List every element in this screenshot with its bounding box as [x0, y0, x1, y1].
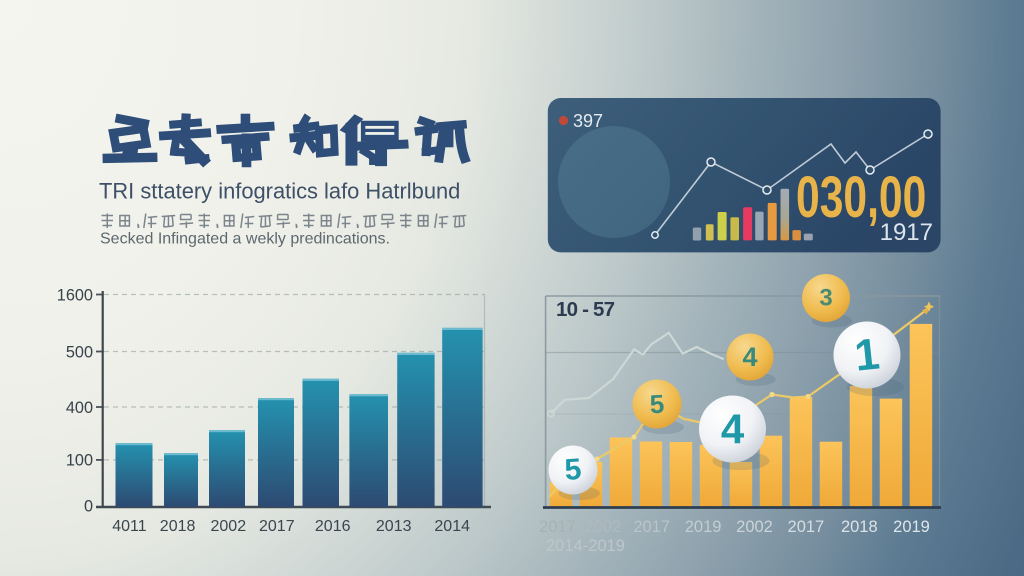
- svg-text:5: 5: [649, 389, 665, 420]
- svg-text:2016: 2016: [315, 518, 351, 535]
- svg-text:1917: 1917: [880, 219, 933, 246]
- svg-text:400: 400: [66, 399, 93, 417]
- svg-text:1600: 1600: [57, 286, 93, 304]
- svg-text:4: 4: [742, 342, 757, 372]
- svg-text:0: 0: [84, 497, 93, 515]
- svg-text:2002: 2002: [736, 518, 773, 536]
- svg-text:TRI sttatery infogratics lafo: TRI sttatery infogratics lafo Hatrlbund: [99, 179, 460, 204]
- svg-text:397: 397: [573, 111, 603, 131]
- svg-text:2014-2019: 2014-2019: [546, 537, 625, 555]
- svg-text:2014: 2014: [434, 518, 470, 535]
- svg-text:2019: 2019: [893, 518, 930, 536]
- svg-text:2017: 2017: [633, 518, 670, 536]
- svg-text:5: 5: [564, 453, 583, 487]
- svg-text:030,00: 030,00: [796, 165, 926, 230]
- svg-text:500: 500: [66, 343, 93, 361]
- svg-text:2018: 2018: [160, 518, 196, 535]
- svg-text:2017: 2017: [539, 518, 576, 536]
- svg-text:2019: 2019: [685, 518, 722, 536]
- svg-text:2002: 2002: [211, 518, 247, 535]
- svg-text:3: 3: [819, 285, 832, 312]
- svg-text:2017: 2017: [259, 518, 295, 535]
- svg-text:2017: 2017: [788, 518, 825, 536]
- svg-text:100: 100: [66, 452, 93, 470]
- svg-text:4011: 4011: [112, 518, 147, 535]
- svg-text:2013: 2013: [376, 518, 412, 535]
- svg-text:10 - 57: 10 - 57: [556, 298, 615, 321]
- svg-text:4: 4: [721, 406, 745, 453]
- svg-text:2018: 2018: [841, 518, 878, 536]
- svg-text:1: 1: [852, 329, 881, 380]
- svg-text:Secked Infingated a wekly pred: Secked Infingated a wekly predincations.: [100, 231, 390, 248]
- svg-text:2002: 2002: [585, 518, 622, 536]
